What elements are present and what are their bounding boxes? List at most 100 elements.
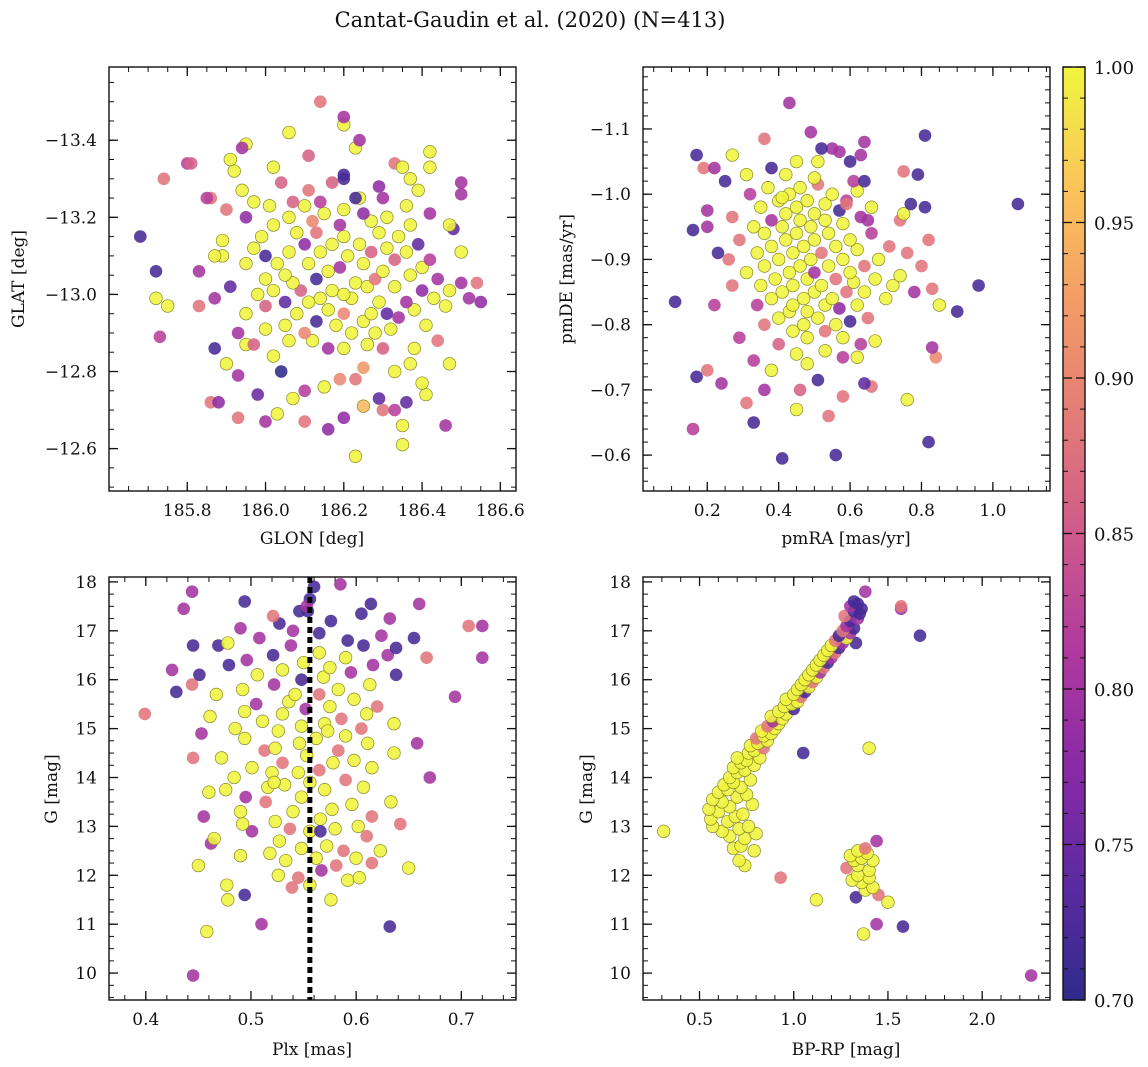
scatter-point xyxy=(345,797,359,812)
scatter-point xyxy=(381,648,395,662)
scatter-point xyxy=(314,195,327,209)
scatter-point xyxy=(733,233,746,247)
scatter-point xyxy=(900,246,914,260)
scatter-point xyxy=(313,688,326,701)
scatter-point xyxy=(438,299,453,313)
figure-title: Cantat-Gaudin et al. (2020) (N=413) xyxy=(335,8,726,32)
scatter-point xyxy=(925,341,939,354)
scatter-point xyxy=(231,326,245,340)
scatter-point xyxy=(157,172,171,186)
scatter-point xyxy=(258,272,273,286)
frame-plx-g xyxy=(108,576,517,1001)
scatter-point xyxy=(332,744,345,757)
y-tick-label: −1.1 xyxy=(590,120,631,140)
scatter-point xyxy=(286,805,300,819)
scatter-point xyxy=(313,245,327,259)
scatter-point xyxy=(329,859,343,872)
scatter-point xyxy=(323,660,337,675)
scatter-point xyxy=(864,200,879,214)
scatter-point xyxy=(829,239,843,254)
frame-cmd xyxy=(642,576,1051,1001)
scatter-point xyxy=(170,685,183,699)
scatter-point xyxy=(255,917,268,931)
scatter-point xyxy=(247,241,261,255)
scatter-point xyxy=(470,276,484,290)
scatter-point xyxy=(775,220,789,234)
scatter-point xyxy=(360,707,374,721)
y-tick-label: −13.4 xyxy=(45,131,97,151)
scatter-point xyxy=(233,805,248,819)
scatter-point xyxy=(298,326,312,340)
scatter-point xyxy=(883,240,896,253)
scatter-point xyxy=(348,449,363,463)
scatter-point xyxy=(423,253,437,266)
scatter-point xyxy=(690,370,703,384)
scatter-point xyxy=(800,357,814,371)
scatter-point xyxy=(454,187,468,201)
scatter-point xyxy=(184,157,198,170)
scatter-point xyxy=(399,199,414,213)
scatter-point xyxy=(234,622,247,635)
scatter-point xyxy=(376,342,390,355)
scatter-point xyxy=(276,756,289,770)
scatter-point xyxy=(900,393,914,407)
scatter-point xyxy=(239,211,253,224)
scatter-point xyxy=(807,233,822,247)
x-tick-label: 0.7 xyxy=(448,1010,475,1030)
scatter-point xyxy=(238,704,252,719)
scatter-point xyxy=(754,278,768,293)
scatter-point xyxy=(476,651,489,664)
scatter-point xyxy=(235,817,250,831)
scatter-point xyxy=(317,380,331,394)
scatter-point xyxy=(815,246,828,260)
scatter-point xyxy=(389,641,403,655)
y-tick-label: 12 xyxy=(609,866,631,886)
scatter-point xyxy=(741,819,756,834)
scatter-point xyxy=(868,272,882,286)
scatter-point xyxy=(886,278,900,293)
scatter-point xyxy=(275,663,290,677)
scatter-point xyxy=(220,203,233,216)
scatter-point xyxy=(361,736,375,750)
scatter-point xyxy=(415,284,429,297)
x-tick-label: 0.6 xyxy=(343,1010,370,1030)
x-tick-label: 0.5 xyxy=(686,1010,713,1030)
scatter-point xyxy=(843,155,857,168)
scatter-point xyxy=(858,174,871,188)
scatter-point xyxy=(285,881,299,894)
scatter-point xyxy=(389,668,403,682)
scatter-point xyxy=(388,280,402,294)
scatter-point xyxy=(255,714,270,728)
scatter-point xyxy=(321,342,335,355)
scatter-point xyxy=(333,372,347,386)
scatter-point xyxy=(235,141,249,155)
scatter-point xyxy=(223,152,237,167)
scatter-point xyxy=(203,709,217,724)
scatter-point xyxy=(231,369,245,382)
scatter-point xyxy=(775,285,789,299)
y-tick-label: 15 xyxy=(609,720,631,740)
scatter-point xyxy=(202,785,216,799)
y-tick-label: 16 xyxy=(609,671,631,691)
scatter-point xyxy=(305,334,320,348)
scatter-point xyxy=(796,746,810,760)
scatter-point xyxy=(701,364,714,377)
scatter-point xyxy=(325,176,339,189)
scatter-point xyxy=(388,403,402,417)
scatter-point xyxy=(395,418,410,433)
y-tick-label: 14 xyxy=(609,768,631,788)
scatter-point xyxy=(376,264,390,278)
scatter-point xyxy=(782,265,797,280)
scatter-point xyxy=(192,265,206,278)
scatter-point xyxy=(745,797,759,812)
colorbar-tick-label: 0.85 xyxy=(1094,525,1134,546)
scatter-point xyxy=(758,132,771,146)
scatter-point xyxy=(1024,969,1038,982)
scatter-point xyxy=(843,233,857,247)
scatter-point xyxy=(161,299,175,313)
scatter-point xyxy=(775,190,789,205)
scatter-point xyxy=(228,721,242,736)
y-tick-label: 16 xyxy=(75,671,97,691)
scatter-point xyxy=(668,295,682,309)
scatter-point xyxy=(913,629,927,642)
